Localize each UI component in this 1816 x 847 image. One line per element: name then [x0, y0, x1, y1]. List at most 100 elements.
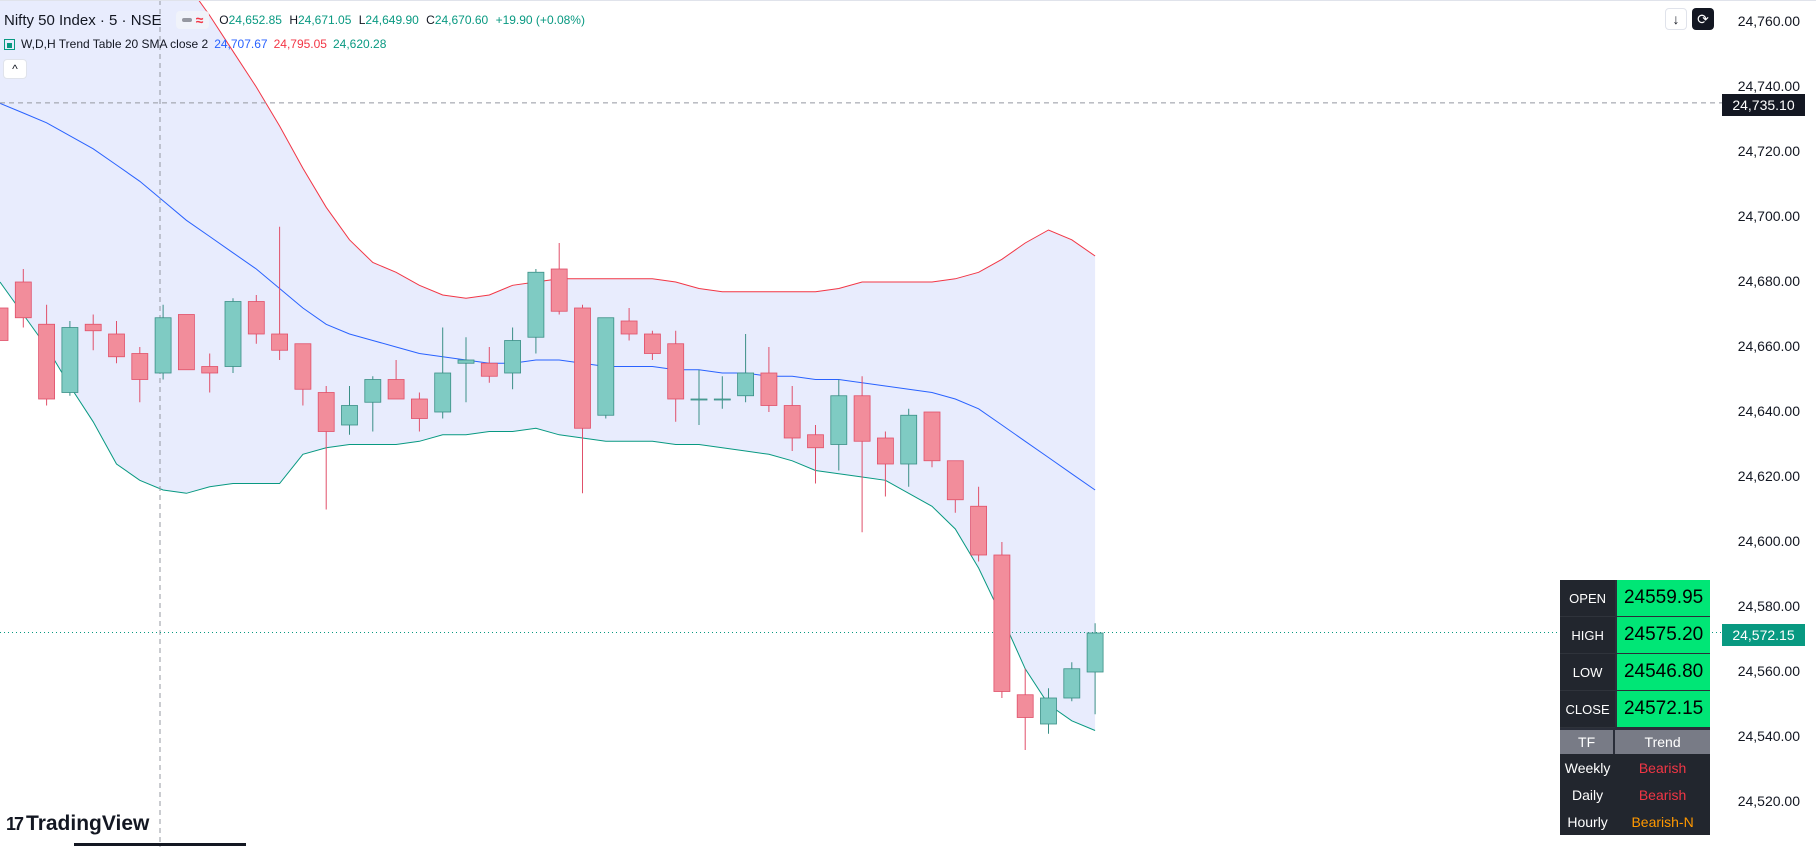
trend-cell: Bearish [1615, 781, 1710, 808]
candle [131, 347, 149, 403]
candle [294, 343, 312, 406]
candle-body [783, 405, 801, 439]
close-value: 24,670.60 [434, 13, 489, 27]
candle-body [108, 333, 125, 358]
time-scrollbar[interactable] [74, 843, 246, 846]
candle-body [690, 398, 708, 401]
price-axis-label: 24,700.00 [1737, 208, 1800, 224]
candle [993, 542, 1011, 698]
open-label: O [219, 13, 229, 27]
candle-body [271, 333, 289, 351]
table-row: Weekly Bearish [1560, 754, 1710, 781]
indicator-name: W,D,H Trend Table 20 SMA close 2 [21, 37, 209, 51]
candle [690, 369, 708, 425]
upper-band-line [197, 0, 1096, 299]
row-value: 24572.15 [1615, 691, 1710, 728]
close-label: C [426, 13, 435, 27]
candle-body [247, 301, 265, 335]
candle-body [877, 437, 894, 465]
candle-body [667, 343, 685, 400]
candle [1063, 662, 1081, 702]
collapse-legend-button[interactable]: ^ [3, 59, 27, 79]
open-value: 24,652.85 [228, 13, 282, 27]
symbol-title[interactable]: Nifty 50 Index · 5 · NSE [4, 11, 162, 29]
price-axis-label: 24,740.00 [1737, 78, 1800, 94]
tf-cell: Weekly [1560, 754, 1616, 781]
candle-body [341, 405, 358, 426]
candle [14, 269, 32, 328]
candle-body [224, 301, 242, 367]
candle-body [457, 359, 475, 364]
candle [504, 327, 522, 390]
candle [783, 386, 801, 451]
candle-body [620, 320, 638, 335]
trend-cell: Bearish [1615, 754, 1710, 781]
candle-body [1040, 697, 1057, 725]
indicator-middle-value: 24,707.67 [214, 37, 268, 51]
candle-body [644, 333, 661, 354]
candle [667, 330, 685, 422]
row-label: HIGH [1560, 617, 1616, 654]
candle-body [713, 398, 731, 401]
high-label: H [289, 13, 298, 27]
candle [760, 347, 778, 412]
candle-body [527, 271, 545, 338]
table-row: HIGH 24575.20 [1560, 617, 1710, 654]
tf-header: TF [1560, 728, 1616, 754]
table-header-row: TF Trend [1560, 728, 1710, 754]
candle-body [317, 392, 335, 432]
row-value: 24575.20 [1615, 617, 1710, 654]
candle-body [61, 327, 79, 393]
price-axis-label: 24,620.00 [1737, 468, 1800, 484]
row-value: 24546.80 [1615, 654, 1710, 691]
candle [177, 314, 195, 371]
table-row: LOW 24546.80 [1560, 654, 1710, 691]
candle [457, 337, 475, 403]
candle [317, 386, 335, 510]
indicator-legend[interactable]: W,D,H Trend Table 20 SMA close 2 24,707.… [4, 35, 386, 53]
candle [38, 304, 55, 406]
price-axis-label: 24,580.00 [1737, 598, 1800, 614]
price-axis-label: 24,600.00 [1737, 533, 1800, 549]
tv-logo-icon: 17 [6, 813, 24, 834]
candle [550, 243, 568, 315]
table-row: OPEN 24559.95 [1560, 580, 1710, 617]
download-icon: ↓ [1672, 11, 1680, 27]
candle-body [480, 362, 498, 377]
candle [527, 269, 545, 354]
candle-body [900, 414, 918, 465]
price-axis-label: 24,660.00 [1737, 338, 1800, 354]
candle [434, 327, 452, 419]
indicator-lower-value: 24,620.28 [332, 37, 387, 51]
candle [970, 486, 987, 562]
price-axis-label: 24,720.00 [1737, 143, 1800, 159]
price-axis-label: 24,680.00 [1737, 273, 1800, 289]
candle [84, 314, 102, 351]
candle [713, 376, 731, 409]
download-button[interactable]: ↓ [1665, 8, 1687, 30]
trend-header: Trend [1615, 728, 1710, 754]
candle [410, 392, 428, 432]
candle [364, 376, 382, 432]
price-axis-label: 24,640.00 [1737, 403, 1800, 419]
candle [900, 408, 918, 487]
trend-cell: Bearish-N [1615, 808, 1710, 835]
tradingview-logo[interactable]: 17 TradingView [6, 812, 149, 836]
candle-body [201, 366, 219, 374]
chevron-up-icon: ^ [12, 62, 18, 76]
replay-button[interactable]: ⟳ [1692, 8, 1714, 30]
candle [108, 321, 125, 364]
candle [1016, 668, 1034, 750]
tf-cell: Hourly [1560, 808, 1616, 835]
candle-body [737, 372, 754, 397]
candle-body [154, 317, 172, 374]
low-label: L [358, 13, 366, 27]
table-row: Daily Bearish [1560, 781, 1710, 808]
candle [0, 307, 9, 341]
candle-body [807, 434, 824, 449]
symbol-status-pill[interactable]: ≈ [175, 11, 210, 29]
last-price-tag: 24,572.15 [1722, 624, 1805, 646]
candle [1086, 623, 1104, 715]
candle-body [1086, 632, 1104, 673]
